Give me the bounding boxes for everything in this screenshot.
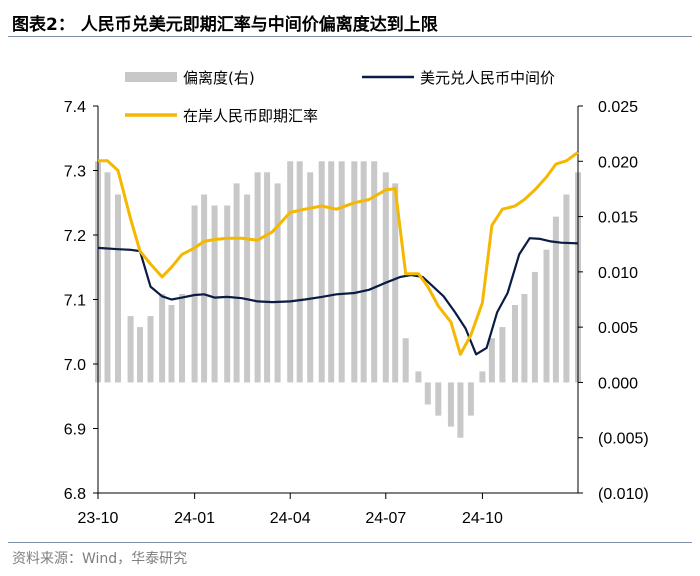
deviation-bar bbox=[201, 194, 208, 383]
deviation-bar bbox=[147, 316, 154, 383]
x-tick-label: 24-10 bbox=[462, 510, 503, 527]
deviation-bar bbox=[104, 172, 111, 383]
left-tick-label: 6.8 bbox=[64, 486, 86, 503]
deviation-bar bbox=[244, 194, 251, 383]
x-tick-label: 23-10 bbox=[78, 510, 119, 527]
right-tick-label: 0.025 bbox=[598, 99, 638, 116]
deviation-bar bbox=[488, 338, 495, 383]
chart-title: 图表2： 人民币兑美元即期汇率与中间价偏离度达到上限 bbox=[12, 15, 438, 35]
deviation-bar bbox=[360, 161, 367, 383]
legend-label: 美元兑人民币中间价 bbox=[420, 69, 555, 87]
left-tick-label: 6.9 bbox=[64, 422, 86, 439]
deviation-bar bbox=[467, 382, 474, 416]
deviation-bar bbox=[424, 382, 431, 405]
deviation-bar bbox=[287, 161, 294, 383]
deviation-bar bbox=[415, 371, 422, 383]
deviation-bar bbox=[307, 172, 314, 383]
deviation-bar bbox=[318, 161, 325, 383]
deviation-bar bbox=[531, 271, 538, 383]
deviation-bar bbox=[499, 327, 506, 383]
title-bar: 图表2： 人民币兑美元即期汇率与中间价偏离度达到上限 bbox=[8, 6, 692, 37]
deviation-bar bbox=[224, 205, 231, 383]
footer-rule bbox=[8, 542, 692, 543]
left-tick-label: 7.2 bbox=[64, 228, 86, 245]
central-parity-line bbox=[97, 237, 579, 356]
deviation-bar bbox=[382, 172, 389, 383]
deviation-bar bbox=[179, 294, 185, 383]
deviation-bar bbox=[447, 382, 454, 427]
right-tick-label: 0.010 bbox=[598, 265, 638, 282]
deviation-bar bbox=[137, 327, 143, 383]
deviation-bar bbox=[543, 249, 550, 383]
onshore-spot-line bbox=[98, 151, 579, 356]
deviation-bar bbox=[512, 305, 518, 383]
tick-labels: 6.8 6.9 7.0 7.1 7.2 7.3 7.4 (0.010) (0.005) 0.000… bbox=[64, 99, 649, 527]
deviation-bar bbox=[233, 183, 240, 383]
right-tick-label: 0.005 bbox=[598, 320, 638, 337]
right-tick-label: (0.005) bbox=[598, 431, 649, 448]
deviation-bar bbox=[402, 338, 409, 383]
deviation-bar bbox=[371, 161, 378, 383]
deviation-bar bbox=[211, 205, 218, 383]
series-lines bbox=[97, 151, 579, 356]
right-tick-label: 0.020 bbox=[598, 154, 638, 171]
deviation-bar bbox=[521, 294, 528, 383]
left-tick-label: 7.3 bbox=[64, 164, 86, 181]
deviation-bar bbox=[479, 371, 486, 383]
deviation-bar bbox=[168, 305, 175, 383]
deviation-bar bbox=[159, 294, 166, 383]
left-tick-label: 7.1 bbox=[64, 293, 86, 310]
deviation-bar bbox=[264, 172, 271, 383]
left-tick-label: 7.4 bbox=[64, 99, 86, 116]
deviation-bar bbox=[115, 194, 121, 383]
right-tick-label: 0.015 bbox=[598, 210, 638, 227]
deviation-bar bbox=[351, 161, 358, 383]
deviation-bar bbox=[563, 194, 570, 383]
deviation-bar bbox=[274, 183, 281, 383]
deviation-bar bbox=[392, 183, 399, 383]
deviation-bar bbox=[457, 382, 464, 438]
legend-swatch-deviation bbox=[125, 72, 177, 82]
x-tick-label: 24-04 bbox=[270, 510, 311, 527]
right-tick-label: 0.000 bbox=[598, 375, 638, 392]
legend-label: 偏离度(右) bbox=[183, 69, 255, 87]
deviation-bar bbox=[338, 161, 345, 383]
right-tick-label: (0.010) bbox=[598, 486, 649, 503]
deviation-bar bbox=[328, 161, 335, 383]
source-note: 资料来源：Wind，华泰研究 bbox=[12, 551, 188, 567]
x-tick-label: 24-01 bbox=[174, 510, 215, 527]
legend-label: 在岸人民币即期汇率 bbox=[183, 107, 318, 125]
deviation-bar bbox=[127, 316, 134, 383]
deviation-bar bbox=[435, 382, 442, 416]
x-tick-label: 24-07 bbox=[365, 510, 406, 527]
deviation-bar bbox=[296, 161, 303, 383]
deviation-bar bbox=[254, 172, 261, 383]
deviation-bar bbox=[552, 216, 559, 383]
deviation-bars bbox=[95, 161, 581, 438]
left-tick-label: 7.0 bbox=[64, 357, 86, 374]
